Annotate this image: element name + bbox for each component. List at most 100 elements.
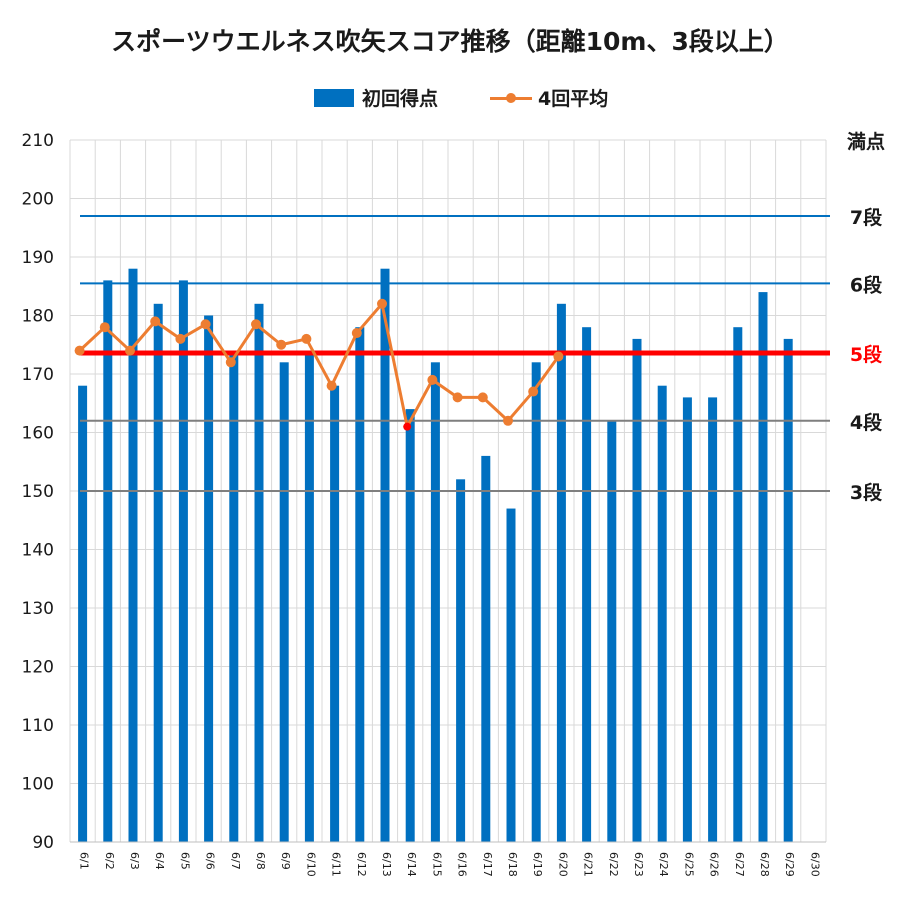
y-tick-label: 160: [22, 424, 54, 444]
x-tick-label: 6/9: [279, 852, 292, 870]
chart-title: スポーツウエルネス吹矢スコア推移（距離10m、3段以上）: [111, 27, 789, 56]
bars-layer: [78, 268, 793, 843]
bar: [103, 280, 113, 842]
x-tick-label: 6/19: [531, 852, 544, 877]
bar: [128, 268, 138, 842]
bar: [556, 303, 566, 842]
y-tick-label: 150: [22, 482, 54, 502]
average-point: [553, 351, 564, 362]
y-tick-label: 200: [22, 190, 54, 210]
average-point: [225, 357, 236, 368]
bar: [657, 385, 667, 842]
bar: [531, 362, 541, 842]
bar: [405, 409, 415, 842]
average-point: [150, 316, 161, 327]
x-tick-label: 6/12: [355, 852, 368, 877]
bar: [682, 397, 692, 842]
x-tick-label: 6/8: [254, 852, 267, 870]
legend: 初回得点 4回平均: [0, 84, 900, 114]
average-point: [377, 298, 387, 309]
x-tick-label: 6/23: [632, 852, 645, 877]
average-point: [74, 345, 85, 356]
y-tick-label: 140: [22, 541, 54, 561]
legend-line-label: 4回平均: [538, 88, 609, 110]
reference-label: 3段: [850, 481, 883, 504]
average-point: [503, 415, 513, 426]
bar: [254, 303, 264, 842]
axis-layer: 90 100 110 120 130 140 150 160 170 180 190 200 210 6/…: [22, 131, 826, 877]
bar: [304, 350, 314, 842]
legend-bar-swatch: [314, 88, 354, 107]
grid-layer: [69, 139, 827, 843]
bar: [632, 338, 642, 842]
average-point: [528, 386, 539, 397]
reference-label: 4段: [850, 411, 883, 434]
bar: [733, 327, 743, 842]
bar: [380, 268, 390, 842]
bar: [279, 362, 289, 842]
reference-label: 満点: [847, 131, 885, 153]
x-tick-label: 6/15: [430, 852, 443, 877]
x-tick-label: 6/2: [103, 852, 116, 870]
bar: [355, 327, 365, 842]
x-tick-label: 6/27: [733, 852, 746, 877]
bar: [783, 338, 793, 842]
y-tick-label: 180: [22, 307, 54, 327]
average-point: [427, 374, 438, 385]
legend-item-line: 4回平均: [490, 84, 608, 111]
average-point: [403, 422, 412, 431]
bar: [78, 385, 88, 842]
bar: [153, 303, 163, 842]
legend-bar-label: 初回得点: [362, 88, 439, 110]
bar: [758, 292, 768, 843]
x-tick-label: 6/10: [304, 852, 317, 877]
average-point: [99, 322, 110, 333]
average-point: [351, 328, 362, 339]
x-tick-label: 6/20: [556, 852, 569, 877]
y-tick-label: 130: [22, 599, 54, 619]
bar: [582, 327, 592, 842]
average-line-layer: [74, 298, 564, 431]
average-point: [125, 345, 135, 356]
y-tick-label: 110: [22, 716, 54, 736]
reference-label: 5段: [850, 343, 883, 366]
average-point: [452, 392, 463, 403]
y-tick-label: 210: [22, 131, 54, 151]
legend-line-swatch: [490, 89, 532, 107]
average-point: [326, 380, 337, 391]
y-tick-label: 100: [22, 775, 54, 795]
x-tick-label: 6/17: [481, 852, 494, 877]
bar: [178, 280, 188, 842]
reference-labels: 満点 7段 6段 5段 4段 3段: [847, 131, 885, 504]
y-tick-label: 190: [22, 248, 54, 268]
x-tick-label: 6/21: [582, 852, 595, 877]
bar: [506, 508, 516, 842]
average-point: [251, 319, 261, 330]
x-tick-label: 6/11: [330, 852, 343, 877]
bar: [607, 420, 617, 842]
x-tick-label: 6/14: [405, 852, 418, 877]
bar: [430, 362, 440, 842]
x-tick-label: 6/24: [657, 852, 670, 877]
average-point: [276, 339, 287, 350]
legend-item-bar: 初回得点: [314, 84, 438, 111]
x-tick-label: 6/18: [506, 852, 519, 877]
bar: [229, 350, 239, 842]
reference-lines: [80, 215, 830, 492]
bar: [330, 385, 340, 842]
average-point: [301, 333, 312, 344]
bar: [456, 479, 466, 842]
x-tick-label: 6/7: [229, 852, 242, 870]
average-point: [477, 392, 488, 403]
x-tick-label: 6/25: [682, 852, 695, 877]
bar: [708, 397, 718, 842]
bar: [204, 315, 214, 842]
x-tick-label: 6/4: [153, 852, 166, 870]
average-point: [200, 319, 211, 330]
x-tick-label: 6/28: [758, 852, 771, 877]
x-tick-label: 6/26: [708, 852, 721, 877]
x-tick-label: 6/3: [128, 852, 141, 870]
y-tick-label: 170: [22, 365, 54, 385]
y-tick-label: 90: [32, 833, 54, 853]
